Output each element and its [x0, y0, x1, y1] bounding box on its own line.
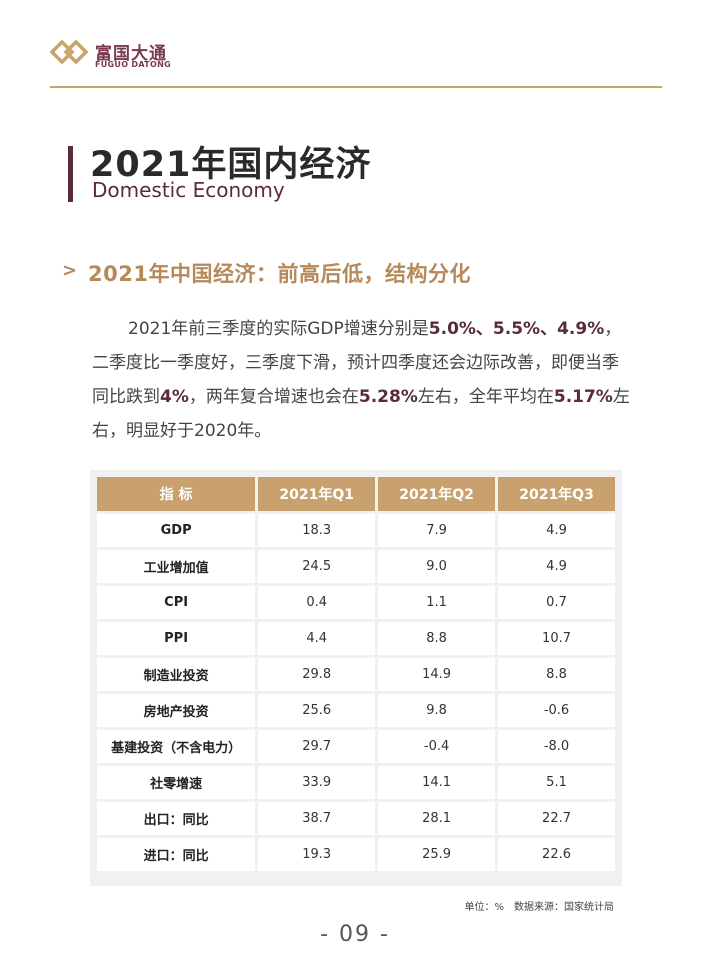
- table-source-note: 单位：% 数据来源：国家统计局: [464, 902, 614, 913]
- table-row: 基建投资（不含电力） 29.7 -0.4 -8.0: [97, 730, 615, 763]
- paragraph-text: ，二季度比一季度好，三季度下滑，预计四季度还会边际改善，即便当季同比跌到: [92, 319, 622, 407]
- table-cell: 7.9: [378, 514, 496, 547]
- table-cell: 38.7: [258, 802, 376, 835]
- row-label: 进口：同比: [97, 838, 256, 871]
- highlight-value: 5.0%、5.5%、4.9%: [428, 319, 605, 339]
- table-row: 工业增加值 24.5 9.0 4.9: [97, 550, 615, 583]
- row-label: 社零增速: [97, 766, 256, 799]
- table-cell: 18.3: [258, 514, 376, 547]
- table-cell: -8.0: [498, 730, 615, 763]
- table-cell: 19.3: [258, 838, 376, 871]
- table-cell: 14.1: [378, 766, 496, 799]
- table-cell: 25.9: [378, 838, 496, 871]
- table-row: PPI 4.4 8.8 10.7: [97, 622, 615, 655]
- paragraph-text: 左右，全年平均在: [417, 387, 554, 407]
- paragraph-text: 2021年前三季度的实际GDP增速分别是: [128, 319, 429, 339]
- brand-name-en: FUGUO DATONG: [95, 60, 171, 69]
- table-cell: 9.8: [378, 694, 496, 727]
- table-row: 出口：同比 38.7 28.1 22.7: [97, 802, 615, 835]
- row-label: PPI: [97, 622, 256, 655]
- table-cell: 14.9: [378, 658, 496, 691]
- economic-indicators-table: 指 标 2021年Q1 2021年Q2 2021年Q3 GDP 18.3 7.9…: [90, 470, 622, 886]
- table-cell: -0.6: [498, 694, 615, 727]
- page-number: - 09 -: [320, 922, 390, 947]
- table-cell: 22.6: [498, 838, 615, 871]
- table-cell: 4.9: [498, 514, 615, 547]
- page-subtitle: Domestic Economy: [92, 178, 285, 202]
- highlight-value: 4%: [160, 387, 189, 407]
- row-label: 基建投资（不含电力）: [97, 730, 256, 763]
- table-cell: 28.1: [378, 802, 496, 835]
- table-row: 制造业投资 29.8 14.9 8.8: [97, 658, 615, 691]
- table-cell: 8.8: [378, 622, 496, 655]
- brand-name-cn: 富国大通: [95, 44, 167, 64]
- column-header: 2021年Q3: [498, 477, 615, 511]
- row-label: GDP: [97, 514, 256, 547]
- table-cell: 22.7: [498, 802, 615, 835]
- table-cell: 10.7: [498, 622, 615, 655]
- page-title: 2021年国内经济: [90, 145, 372, 185]
- row-label: 出口：同比: [97, 802, 256, 835]
- table-cell: -0.4: [378, 730, 496, 763]
- table-cell: 33.9: [258, 766, 376, 799]
- table-row: GDP 18.3 7.9 4.9: [97, 514, 615, 547]
- table-cell: 4.9: [498, 550, 615, 583]
- title-accent-bar: [68, 146, 73, 202]
- highlight-value: 5.28%: [358, 387, 418, 407]
- column-header: 指 标: [97, 477, 256, 511]
- data-table: 指 标 2021年Q1 2021年Q2 2021年Q3 GDP 18.3 7.9…: [94, 474, 618, 874]
- table-row: 进口：同比 19.3 25.9 22.6: [97, 838, 615, 871]
- table-row: 社零增速 33.9 14.1 5.1: [97, 766, 615, 799]
- table-header-row: 指 标 2021年Q1 2021年Q2 2021年Q3: [97, 477, 615, 511]
- body-paragraph: 2021年前三季度的实际GDP增速分别是5.0%、5.5%、4.9%，二季度比一…: [92, 312, 632, 448]
- section-title: 2021年中国经济：前高后低，结构分化: [88, 262, 471, 286]
- table-row: 房地产投资 25.6 9.8 -0.6: [97, 694, 615, 727]
- table-cell: 29.7: [258, 730, 376, 763]
- header-divider: [50, 86, 662, 88]
- row-label: 工业增加值: [97, 550, 256, 583]
- table-cell: 25.6: [258, 694, 376, 727]
- table-cell: 8.8: [498, 658, 615, 691]
- table-cell: 4.4: [258, 622, 376, 655]
- paragraph-text: ，两年复合增速也会在: [188, 387, 359, 407]
- column-header: 2021年Q1: [258, 477, 376, 511]
- column-header: 2021年Q2: [378, 477, 496, 511]
- table-cell: 0.4: [258, 586, 376, 619]
- table-cell: 24.5: [258, 550, 376, 583]
- table-cell: 1.1: [378, 586, 496, 619]
- paragraph-text: 左右，明显好于2020年。: [92, 387, 630, 441]
- table-cell: 0.7: [498, 586, 615, 619]
- table-cell: 29.8: [258, 658, 376, 691]
- row-label: 制造业投资: [97, 658, 256, 691]
- row-label: 房地产投资: [97, 694, 256, 727]
- table-cell: 9.0: [378, 550, 496, 583]
- table-cell: 5.1: [498, 766, 615, 799]
- fuguo-datong-logo-icon: [50, 39, 89, 65]
- chevron-right-icon: >: [62, 260, 78, 281]
- table-row: CPI 0.4 1.1 0.7: [97, 586, 615, 619]
- page-header: 富国大通 FUGUO DATONG: [50, 36, 662, 92]
- row-label: CPI: [97, 586, 256, 619]
- highlight-value: 5.17%: [553, 387, 613, 407]
